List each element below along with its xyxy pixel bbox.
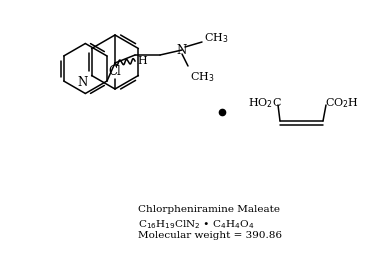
Text: CO$_2$H: CO$_2$H [325, 96, 359, 110]
Text: Chlorpheniramine Maleate: Chlorpheniramine Maleate [138, 205, 280, 214]
Text: H: H [137, 56, 147, 66]
Text: Cl: Cl [108, 65, 121, 78]
Text: CH$_3$: CH$_3$ [204, 31, 228, 45]
Text: C$_{16}$H$_{19}$ClN$_2$ $\bullet$ C$_4$H$_4$O$_4$: C$_{16}$H$_{19}$ClN$_2$ $\bullet$ C$_4$H… [138, 218, 254, 231]
Text: CH$_3$: CH$_3$ [190, 70, 215, 84]
Text: N: N [177, 44, 187, 57]
Text: N: N [77, 77, 87, 89]
Text: HO$_2$C: HO$_2$C [248, 96, 282, 110]
Text: Molecular weight = 390.86: Molecular weight = 390.86 [138, 231, 282, 240]
